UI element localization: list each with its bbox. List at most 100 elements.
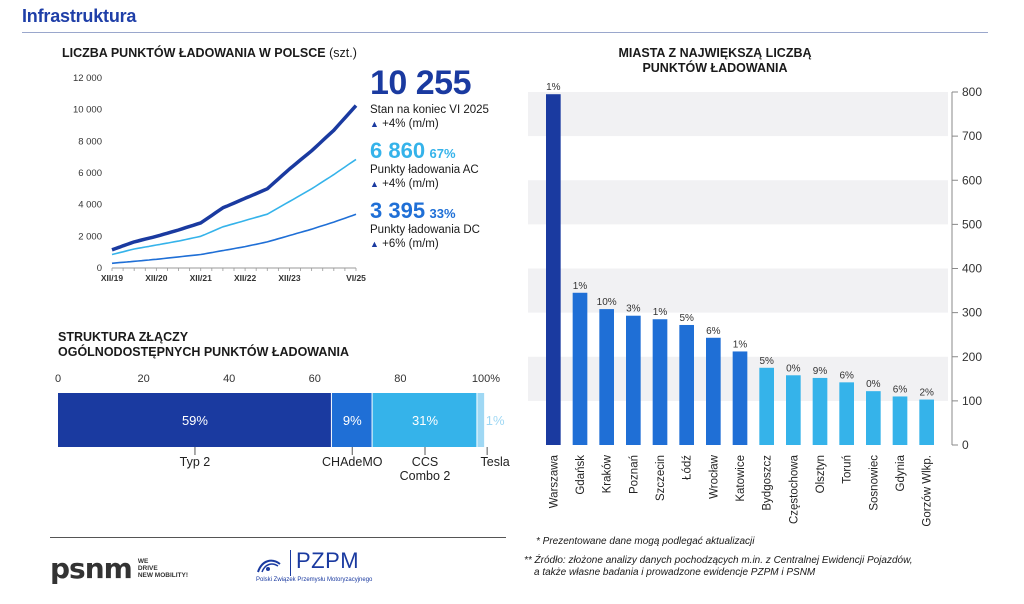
city-name: Olsztyn	[815, 455, 827, 493]
connector-x-tick-label: 0	[55, 373, 61, 385]
city-bar	[599, 309, 614, 445]
connector-x-tick-label: 100%	[472, 373, 500, 385]
title-divider	[22, 32, 988, 33]
total-change-unit: (m/m)	[409, 118, 439, 130]
pzpm-divider	[290, 550, 291, 576]
city-bar-label: 6%	[839, 370, 854, 381]
dc-change-unit: (m/m)	[409, 238, 439, 250]
city-bar	[733, 351, 748, 445]
city-bar	[706, 338, 721, 445]
line-chart: 0 2 000 4 000 6 000 8 000 10 000 12 000 XII/19…	[60, 60, 372, 290]
dc-points-change: ▲ +6% (m/m)	[370, 237, 489, 251]
ac-change-value: +4%	[382, 178, 405, 190]
line-x-tick-label: XII/21	[190, 273, 212, 283]
line-x-tick-label: VI/25	[346, 273, 366, 283]
city-name: Katowice	[735, 455, 747, 502]
city-bar	[759, 368, 774, 445]
city-name: Szczecin	[655, 455, 667, 501]
dc-points-label: Punkty ładowania DC	[370, 223, 489, 237]
line-y-tick-label: 2 000	[78, 231, 102, 242]
psnm-wordmark: psnm	[50, 552, 132, 585]
connector-segment-label: 31%	[412, 413, 438, 428]
footer-divider	[50, 537, 506, 538]
psnm-tagline-1: WE	[138, 558, 188, 565]
ac-points-pct: 67%	[430, 146, 456, 161]
connectors-chart: 0 20 40 60 80 100% 59% 9% 31% 1% Typ 2 CHAdeMO CCS…	[40, 368, 520, 488]
connector-name: Combo 2	[400, 469, 451, 483]
connector-x-tick-label: 60	[309, 373, 321, 385]
city-bar-label: 6%	[893, 384, 908, 395]
psnm-logo: psnm WE DRIVE NEW MOBILITY!	[50, 552, 188, 585]
city-bar	[866, 391, 881, 445]
total-points-change: ▲ +4% (m/m)	[370, 117, 489, 131]
city-bar	[919, 400, 934, 445]
page-title: Infrastruktura	[22, 6, 136, 27]
city-bar	[546, 94, 561, 445]
city-bar	[626, 316, 641, 445]
city-bar-label: 1%	[653, 307, 668, 318]
total-points-value: 10 255	[370, 66, 489, 100]
line-series-0	[112, 106, 356, 250]
city-name: Gorzów Wlkp.	[922, 455, 934, 527]
cities-chart: 1%1%10%3% 1%5%6%1%5%0% 9% 6%0% 6% 2% 01002003…	[500, 72, 1010, 532]
dc-points-value: 3 395	[370, 198, 425, 223]
city-y-tick-label: 0	[962, 438, 969, 452]
city-bar-label: 5%	[679, 313, 694, 324]
connector-name: CCS	[412, 455, 438, 469]
line-y-tick-label: 12 000	[73, 73, 102, 84]
city-name: Toruń	[842, 455, 854, 484]
connector-x-tick-label: 40	[223, 373, 235, 385]
city-bar-label: 3%	[626, 304, 641, 315]
pzpm-full-name: Polski Związek Przemysłu Motoryzacyjnego	[256, 577, 372, 583]
city-name: Wrocław	[708, 454, 720, 499]
city-y-tick-label: 700	[962, 129, 982, 143]
connector-segment-label: 9%	[343, 413, 362, 428]
city-bar-label: 0%	[786, 363, 801, 374]
city-y-tick-label: 300	[962, 306, 982, 320]
city-bar-label: 1%	[733, 339, 748, 350]
city-bar-label: 1%	[546, 82, 561, 93]
city-name: Kraków	[602, 454, 614, 493]
connector-segment-3	[477, 393, 484, 447]
city-name: Bydgoszcz	[762, 455, 774, 511]
increase-triangle-icon: ▲	[370, 119, 379, 129]
ac-points-row: 6 860 67%	[370, 139, 489, 163]
line-chart-unit: (szt.)	[329, 46, 357, 60]
connector-x-tick-label: 80	[394, 373, 406, 385]
line-y-tick-label: 6 000	[78, 168, 102, 179]
ac-points-label: Punkty ładowania AC	[370, 163, 489, 177]
city-name: Gdańsk	[575, 455, 587, 495]
increase-triangle-icon: ▲	[370, 239, 379, 249]
city-bar	[813, 378, 828, 445]
city-grid-band	[528, 92, 948, 136]
psnm-tagline-3: NEW MOBILITY!	[138, 572, 188, 579]
city-bar-label: 1%	[573, 281, 588, 292]
dc-points-pct: 33%	[430, 206, 456, 221]
city-grid-band	[528, 269, 948, 313]
ac-change-unit: (m/m)	[409, 178, 439, 190]
city-bar-label: 5%	[759, 356, 774, 367]
total-change-value: +4%	[382, 118, 405, 130]
city-bar-label: 6%	[706, 326, 721, 337]
city-grid-band	[528, 180, 948, 224]
city-y-tick-label: 100	[962, 394, 982, 408]
city-name: Poznań	[628, 455, 640, 494]
city-bar	[573, 293, 588, 445]
city-bar-label: 0%	[866, 379, 881, 390]
city-name: Łódź	[682, 455, 694, 480]
ac-points-value: 6 860	[370, 138, 425, 163]
psnm-tagline-2: DRIVE	[138, 565, 188, 572]
line-series-1	[112, 159, 356, 254]
city-y-tick-label: 500	[962, 217, 982, 231]
city-name: Gdynia	[895, 454, 907, 491]
city-name: Częstochowa	[788, 454, 800, 524]
pzpm-car-icon	[256, 554, 284, 576]
increase-triangle-icon: ▲	[370, 179, 379, 189]
total-points-label: Stan na koniec VI 2025	[370, 103, 489, 117]
connector-segment-label: 59%	[182, 413, 208, 428]
city-y-tick-label: 600	[962, 173, 982, 187]
city-bar	[786, 375, 801, 445]
city-name: Sosnowiec	[868, 455, 880, 511]
connector-name: CHAdeMO	[322, 455, 383, 469]
cities-title-line1: MIASTA Z NAJWIĘKSZĄ LICZBĄ	[600, 46, 830, 61]
